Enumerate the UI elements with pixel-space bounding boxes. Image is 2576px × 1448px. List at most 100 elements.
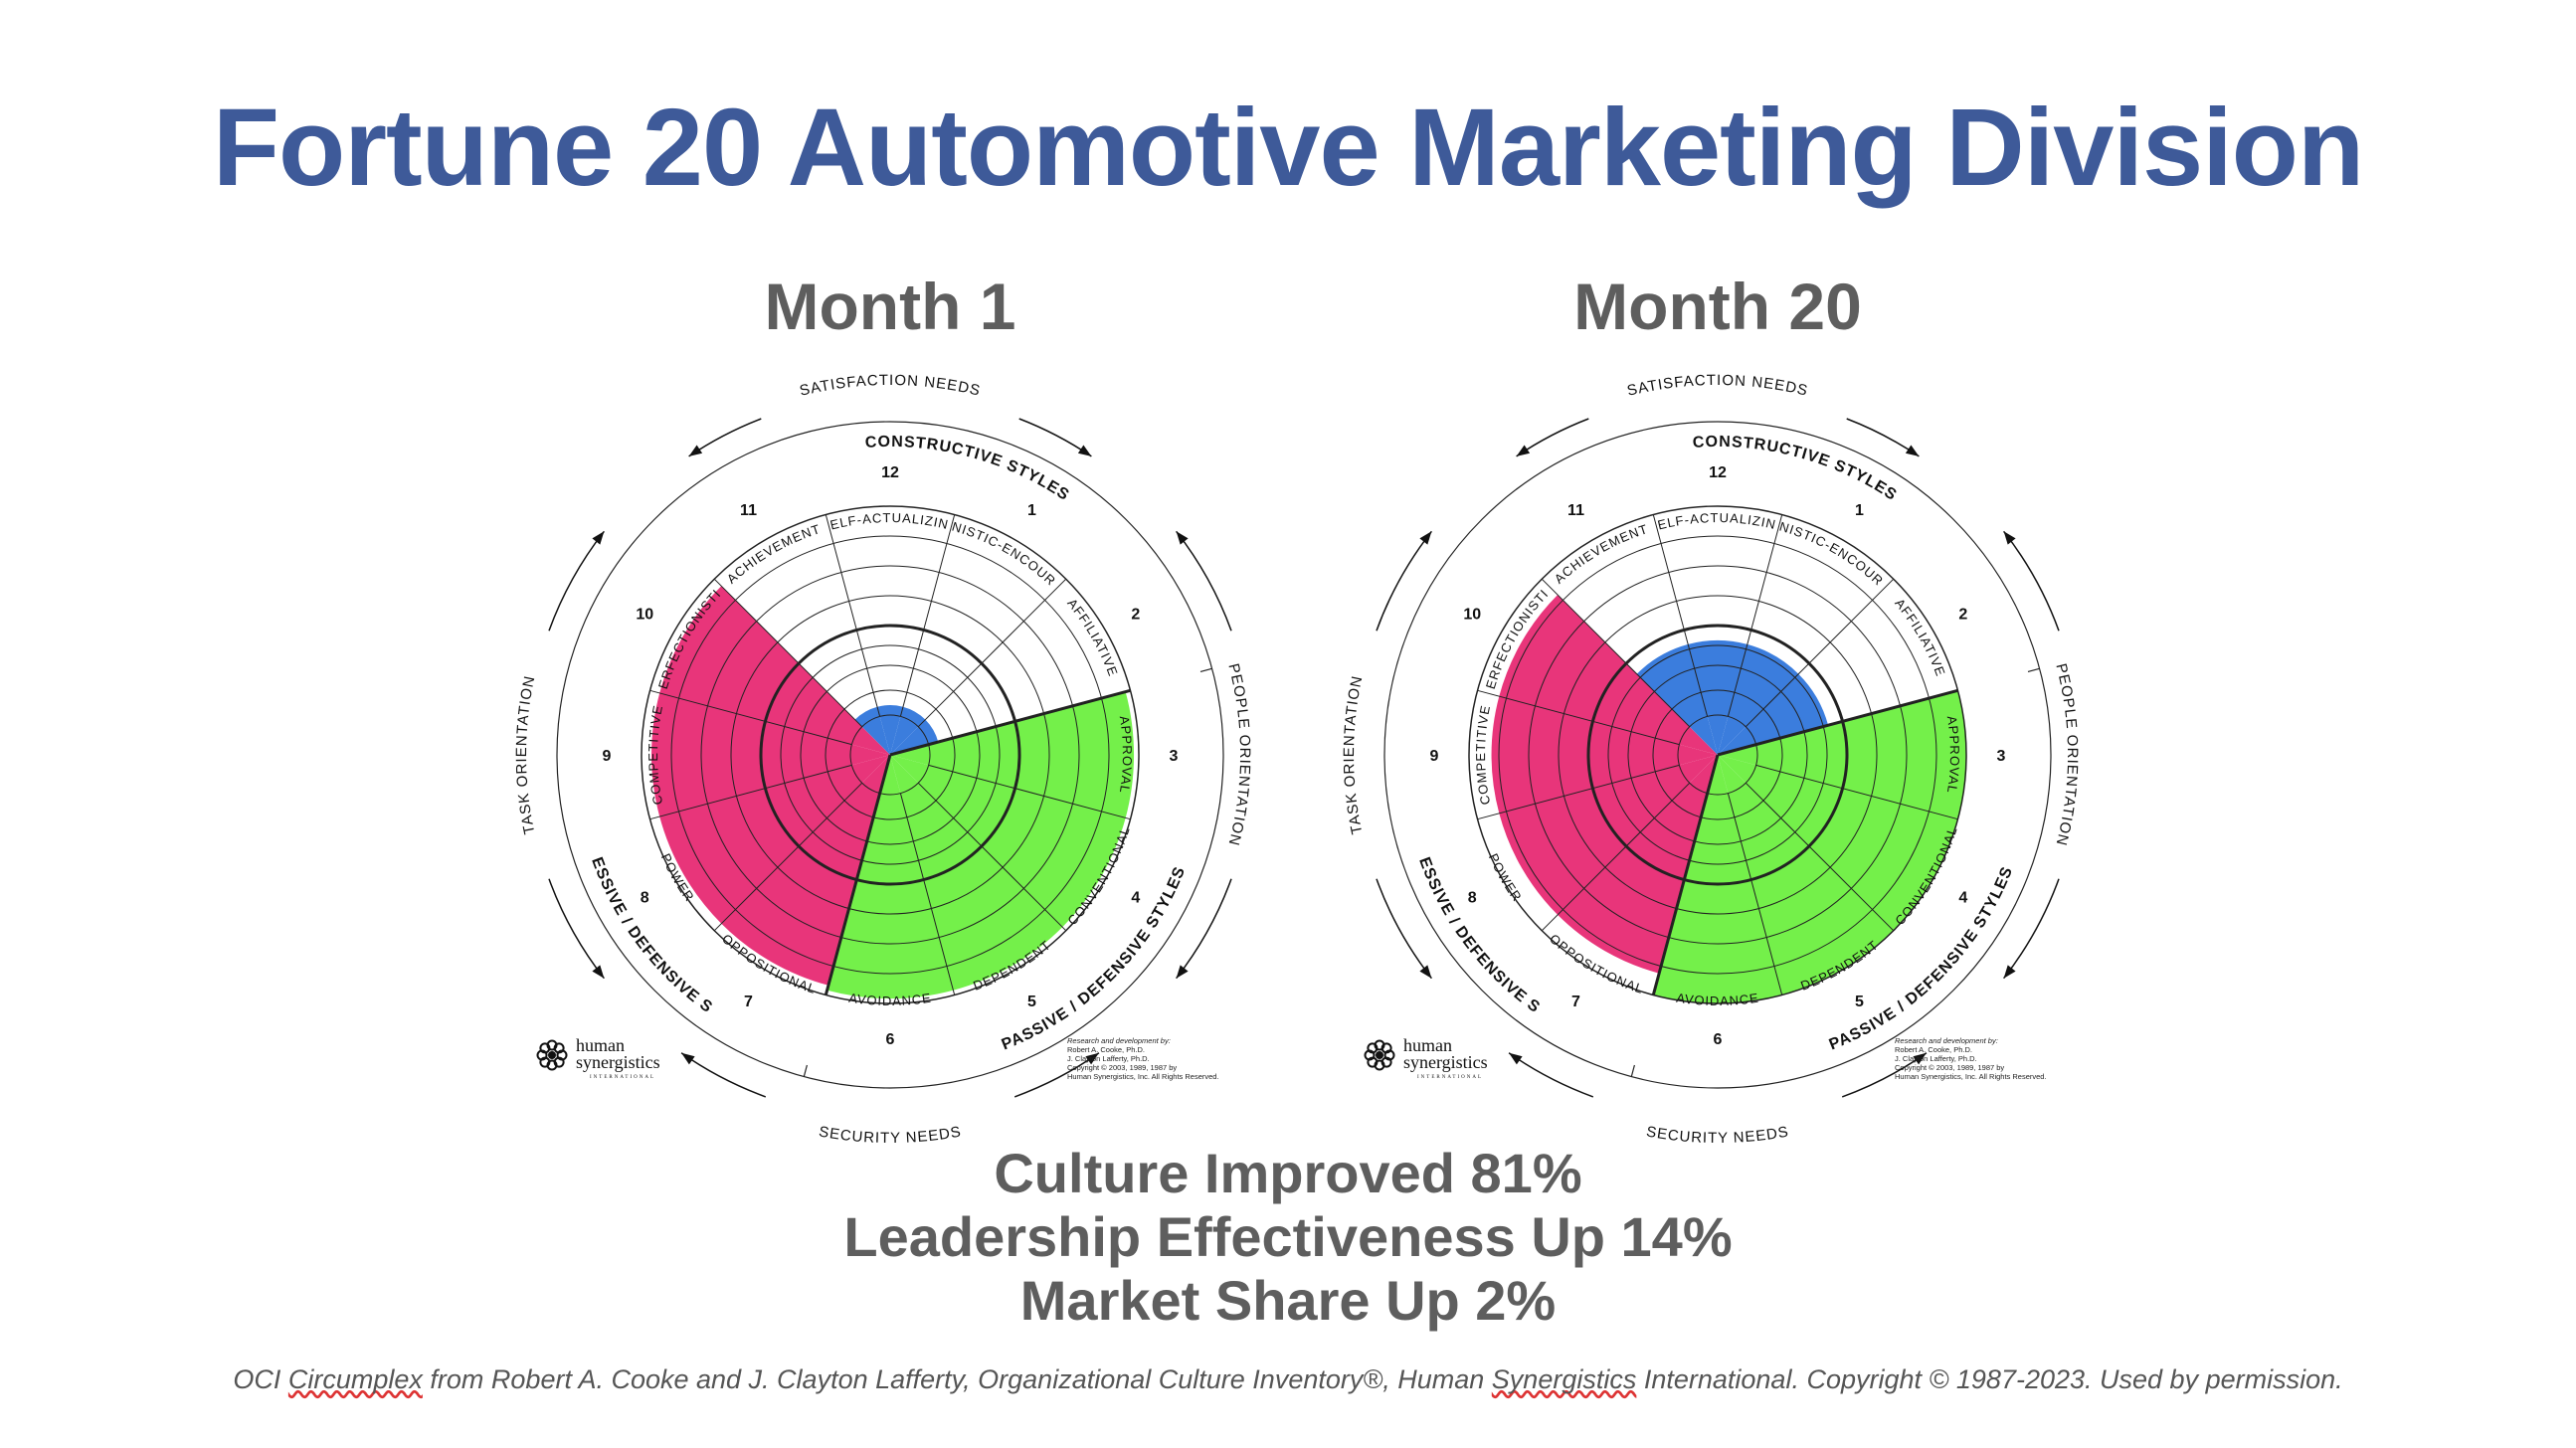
style-number-11: 11 xyxy=(740,502,757,519)
satisfaction-arrowhead-right xyxy=(1077,445,1092,456)
task-orientation-label: TASK ORIENTATION xyxy=(513,674,538,836)
grid-ring-0 xyxy=(1677,714,1758,796)
sector-divider-6 xyxy=(899,793,956,996)
data-wedge-achievement xyxy=(1636,643,1718,755)
style-number-3: 3 xyxy=(1997,748,2006,765)
people-arrow-bottom xyxy=(1176,878,1232,980)
people-arrowhead-bottom xyxy=(1176,965,1189,979)
footnote-text: from Robert A. Cooke and J. Clayton Laff… xyxy=(422,1364,1492,1394)
logo-text-line2: synergistics xyxy=(576,1052,660,1072)
security-needs-label-text: SECURITY NEEDS xyxy=(1645,1123,1789,1147)
chart-title-month-1: Month 1 xyxy=(764,270,1016,343)
style-number-7: 7 xyxy=(1571,994,1580,1010)
grid-ring-2 xyxy=(800,664,981,845)
style-number-3: 3 xyxy=(1170,748,1179,765)
security-needs-label-text: SECURITY NEEDS xyxy=(818,1123,962,1147)
style-label-2: AFFILIATIVE xyxy=(1064,596,1121,678)
style-label-9-text: COMPETITIVE xyxy=(645,703,664,806)
data-wedge-affiliative xyxy=(890,719,939,755)
data-wedge-affiliative xyxy=(1718,673,1829,755)
grid-ring-3 xyxy=(780,644,1001,865)
sector-divider-10 xyxy=(649,689,852,746)
security-needs-label: SECURITY NEEDS xyxy=(1645,1123,1790,1147)
style-number-9: 9 xyxy=(1430,748,1439,765)
security-arrowhead-left xyxy=(1509,1052,1523,1065)
style-label-11-text: ACHIEVEMENT xyxy=(724,521,822,587)
style-number-7: 7 xyxy=(744,994,753,1010)
data-wedge-power xyxy=(659,755,890,924)
style-number-5: 5 xyxy=(1027,994,1036,1010)
people-orientation-label: PEOPLE ORIENTATION xyxy=(1224,662,1253,848)
credit-line-0: Research and development by: xyxy=(1895,1036,1998,1045)
credit-line-0: Research and development by: xyxy=(1067,1036,1171,1045)
sector-divider-2 xyxy=(917,578,1067,728)
sector-divider-5 xyxy=(917,782,1067,932)
sector-divider-7 xyxy=(824,754,892,996)
footnote-text: International. Copyright © 1987-2023. Us… xyxy=(1636,1364,2343,1394)
style-label-2-text: AFFILIATIVE xyxy=(1892,596,1947,678)
grid-ring-7 xyxy=(670,535,1110,975)
style-label-3: APPROVAL xyxy=(1944,715,1962,795)
task-arrowhead-bottom xyxy=(592,965,605,979)
style-label-11: ACHIEVEMENT xyxy=(724,521,823,587)
logo-text-line3: INTERNATIONAL xyxy=(1417,1075,1483,1080)
sector-divider-8 xyxy=(713,782,863,932)
style-label-11-text: ACHIEVEMENT xyxy=(1552,521,1649,587)
task-arrowhead-top xyxy=(1419,531,1432,545)
security-arrow-left xyxy=(1508,1052,1594,1098)
sector-divider-4 xyxy=(1755,764,1958,820)
task-arrow-bottom xyxy=(1376,878,1432,980)
people-orientation-label-text: PEOPLE ORIENTATION xyxy=(2052,662,2080,848)
task-orientation-label-text: TASK ORIENTATION xyxy=(513,674,537,836)
sector-divider-1 xyxy=(899,514,956,717)
outer-ring xyxy=(1383,421,2052,1089)
people-orientation-label: PEOPLE ORIENTATION xyxy=(2052,662,2081,848)
sector-divider-2 xyxy=(1745,578,1895,728)
security-arrowhead-right xyxy=(1085,1052,1099,1065)
logo-text-line3: INTERNATIONAL xyxy=(590,1075,655,1080)
data-wedge-competitive xyxy=(651,692,890,817)
grid-ring-1 xyxy=(825,689,956,820)
circumplex-month-1: SELF-ACTUALIZINGHUMANISTIC-ENCOURAGINGAF… xyxy=(513,372,1253,1147)
grid-ring-8 xyxy=(641,505,1140,1004)
style-number-10: 10 xyxy=(1463,607,1481,624)
data-wedge-approval xyxy=(890,691,1135,818)
style-number-8: 8 xyxy=(1468,890,1477,907)
footnote-text: OCI xyxy=(233,1364,288,1394)
satisfaction-needs-label: SATISFACTION NEEDS xyxy=(798,372,982,400)
credit-line-3: Copyright © 2003, 1989, 1987 by xyxy=(1895,1063,2004,1072)
style-number-11: 11 xyxy=(1567,502,1584,519)
task-arrowhead-bottom xyxy=(1419,965,1432,979)
style-number-1: 1 xyxy=(1027,502,1036,519)
group-tick-3 xyxy=(2027,667,2040,672)
chart-panel-month-1: Month 1 SELF-ACTUALIZINGHUMANISTIC-ENCOU… xyxy=(487,269,1293,1158)
sector-divider-5 xyxy=(1745,782,1895,932)
style-label-3-text: APPROVAL xyxy=(1117,715,1134,795)
people-arrow-bottom xyxy=(2003,878,2060,980)
style-number-12: 12 xyxy=(881,464,899,481)
task-arrow-bottom xyxy=(548,878,605,980)
footnote: OCI Circumplex from Robert A. Cooke and … xyxy=(0,1364,2576,1395)
sector-divider-4 xyxy=(928,764,1131,820)
chart-title-month-20: Month 20 xyxy=(1573,270,1862,343)
sector-divider-3 xyxy=(1717,688,1958,757)
style-number-6: 6 xyxy=(886,1031,895,1048)
security-arrowhead-right xyxy=(1913,1052,1927,1065)
data-wedge-competitive xyxy=(1491,696,1718,814)
satisfaction-arrowhead-left xyxy=(1516,445,1531,456)
style-label-11: ACHIEVEMENT xyxy=(1552,521,1650,587)
style-number-2: 2 xyxy=(1131,607,1140,624)
style-label-6: AVOIDANCE xyxy=(1675,991,1759,1008)
security-arrowhead-left xyxy=(681,1052,695,1065)
logo-text-line1: human xyxy=(576,1035,625,1055)
logo-star-petal xyxy=(553,1042,565,1054)
style-label-3: APPROVAL xyxy=(1117,715,1135,795)
credit-line-1: Robert A. Cooke, Ph.D. xyxy=(1067,1045,1145,1054)
style-label-9-text: COMPETITIVE xyxy=(1473,703,1492,806)
footnote-word-synergistics: Synergistics xyxy=(1491,1364,1637,1394)
credit-line-3: Copyright © 2003, 1989, 1987 by xyxy=(1067,1063,1177,1072)
satisfaction-needs-label-text: SATISFACTION NEEDS xyxy=(798,372,981,400)
style-number-2: 2 xyxy=(1958,607,1967,624)
group-tick-7 xyxy=(1630,1064,1635,1077)
